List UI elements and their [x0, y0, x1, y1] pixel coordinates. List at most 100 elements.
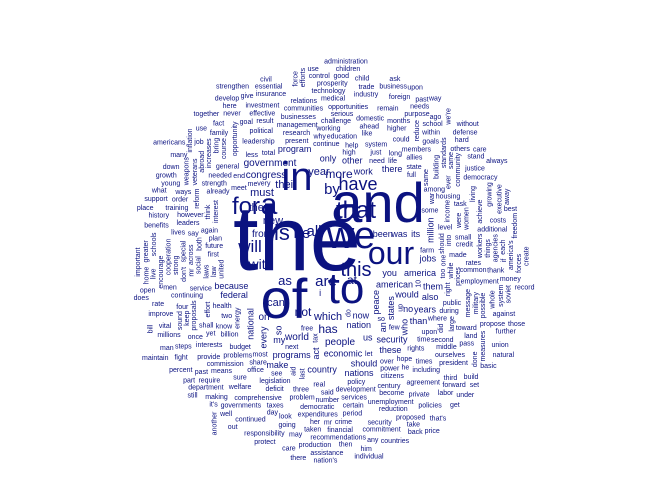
word-376: give: [241, 93, 254, 100]
word-177: less: [246, 152, 259, 159]
word-366: growth: [156, 173, 177, 180]
word-31: new: [263, 215, 283, 227]
word-136: service: [190, 285, 212, 292]
word-423: job: [193, 139, 203, 146]
word-159: services: [341, 395, 367, 402]
word-320: benefits: [144, 222, 169, 229]
word-90: too: [440, 269, 447, 279]
word-33: on: [258, 312, 269, 323]
word-189: general: [216, 164, 240, 171]
word-386: him: [361, 446, 372, 453]
word-296: order: [172, 196, 189, 203]
word-339: build: [464, 374, 479, 381]
word-311: weapons: [183, 157, 190, 187]
word-304: commitment: [363, 427, 401, 434]
word-12: will: [237, 237, 262, 256]
word-274: going: [279, 422, 296, 429]
word-140: end: [233, 173, 245, 180]
word-89: let: [365, 351, 372, 358]
word-203: don't: [181, 267, 188, 282]
word-83: united: [218, 260, 225, 279]
word-324: foreign: [389, 94, 411, 101]
word-374: freedom: [512, 213, 519, 239]
word-99: over: [380, 359, 394, 366]
word-427: out: [228, 424, 238, 431]
word-120: share: [249, 360, 267, 367]
word-310: schools: [151, 232, 158, 256]
word-107: war: [429, 192, 436, 205]
word-393: away: [504, 188, 511, 205]
word-32: year: [308, 166, 330, 178]
word-265: financial: [327, 427, 353, 434]
word-220: sure: [233, 374, 247, 381]
word-337: stand: [467, 154, 484, 161]
word-364: union: [492, 342, 509, 349]
word-396: get: [450, 402, 460, 409]
word-178: next: [285, 344, 298, 351]
word-251: goals: [422, 139, 439, 146]
word-108: where: [427, 316, 447, 323]
word-35: world: [284, 332, 309, 343]
word-173: shall: [199, 323, 214, 330]
word-381: many: [170, 152, 188, 159]
word-53: programs: [273, 350, 312, 360]
word-417: strengthen: [216, 84, 249, 91]
word-143: three: [293, 387, 309, 394]
word-139: very: [257, 181, 271, 188]
word-290: yet: [206, 331, 215, 338]
word-380: may: [289, 432, 303, 439]
word-77: nations: [344, 368, 374, 378]
word-217: workers: [477, 233, 484, 259]
word-41: states: [386, 296, 396, 321]
word-388: man: [160, 345, 174, 352]
word-369: important: [135, 247, 142, 276]
word-66: who: [400, 319, 410, 337]
word-88: last: [299, 368, 306, 379]
word-3: to: [328, 264, 365, 313]
word-239: once: [188, 334, 203, 341]
word-268: thank: [487, 267, 505, 274]
word-283: rates: [465, 260, 481, 267]
word-420: mr: [324, 420, 333, 427]
word-277: recommendations: [310, 435, 366, 442]
word-212: however: [177, 212, 204, 219]
word-1: and: [331, 171, 424, 234]
word-0: the: [233, 188, 361, 290]
word-124: system: [365, 141, 387, 148]
word-323: young: [161, 180, 180, 187]
word-419: 10: [416, 280, 423, 288]
word-375: past: [415, 96, 428, 103]
word-321: greater: [143, 240, 150, 263]
word-301: millions: [157, 332, 181, 339]
word-336: executive: [497, 184, 504, 214]
word-249: medical: [321, 95, 346, 102]
word-432: mr: [188, 268, 195, 277]
word-15: it: [239, 239, 248, 256]
word-75: i: [319, 288, 321, 298]
word-243: course: [221, 138, 228, 159]
word-405: set: [470, 382, 479, 389]
word-23: has: [318, 322, 337, 336]
word-9: for: [232, 193, 260, 220]
word-141: income: [445, 200, 452, 223]
word-125: education: [327, 134, 357, 141]
word-29: at: [347, 273, 358, 287]
word-105: policy: [347, 379, 365, 386]
word-192: middle: [436, 344, 457, 351]
word-222: strong: [173, 255, 180, 275]
word-43: america: [404, 268, 436, 278]
word-14: are: [315, 273, 337, 290]
word-280: steps: [175, 343, 192, 350]
word-287: third: [444, 375, 458, 382]
word-228: opportunities: [328, 104, 369, 111]
word-46: you: [382, 268, 397, 278]
word-147: know: [216, 323, 233, 330]
word-132: legislation: [259, 378, 290, 385]
word-372: me: [248, 181, 258, 188]
word-91: help: [345, 142, 358, 149]
word-183: building: [433, 155, 440, 179]
word-85: should: [439, 233, 446, 254]
word-209: become: [379, 390, 404, 397]
word-340: vital: [159, 323, 172, 330]
